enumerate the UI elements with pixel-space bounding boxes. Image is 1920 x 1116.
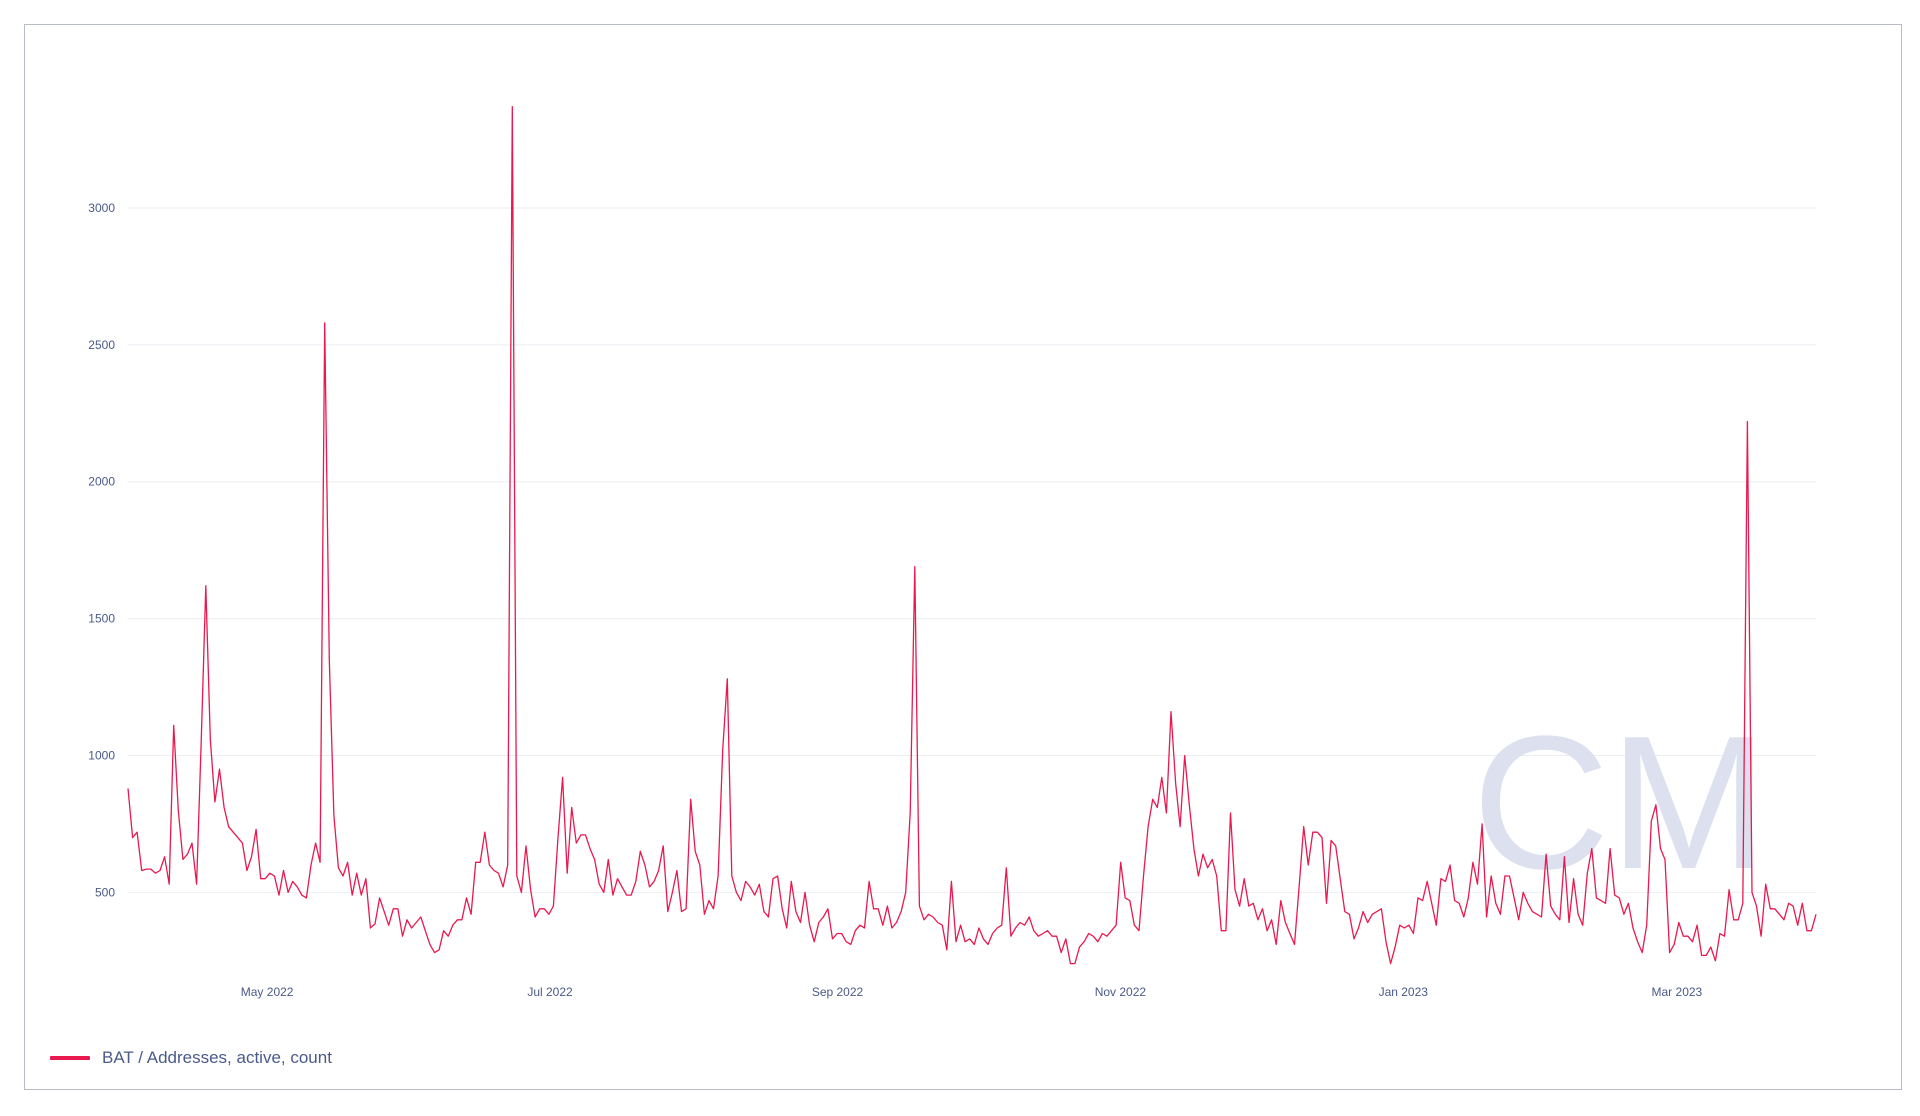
y-tick-label: 500 <box>95 885 115 899</box>
x-tick-label: Jan 2023 <box>1379 985 1429 999</box>
legend-label: BAT / Addresses, active, count <box>102 1048 332 1067</box>
y-tick-label: 3000 <box>88 201 115 215</box>
y-tick-label: 1500 <box>88 612 115 626</box>
series-line-bat-active-addresses[interactable] <box>127 106 1817 965</box>
watermark-logo-text: CM <box>1472 697 1767 909</box>
legend-swatch <box>50 1056 90 1060</box>
grid-lines <box>128 207 1816 893</box>
y-tick-label: 1000 <box>88 749 115 763</box>
y-tick-label: 2000 <box>88 475 115 489</box>
coinmetrics-watermark: CM <box>1472 697 1767 909</box>
legend[interactable]: BAT / Addresses, active, count <box>50 1046 332 1070</box>
x-tick-label: May 2022 <box>241 985 294 999</box>
x-tick-label: Nov 2022 <box>1095 985 1147 999</box>
series-lines <box>127 106 1817 965</box>
x-axis-ticks: May 2022 Jul 2022 Sep 2022 Nov 2022 Jan 2023… <box>241 985 1703 999</box>
x-tick-label: Jul 2022 <box>527 985 573 999</box>
y-axis-ticks: 500 1000 1500 2000 2500 3000 <box>88 201 115 899</box>
chart-frame <box>24 24 1902 1090</box>
x-tick-label: Mar 2023 <box>1652 985 1703 999</box>
x-tick-label: Sep 2022 <box>812 985 864 999</box>
y-tick-label: 2500 <box>88 338 115 352</box>
